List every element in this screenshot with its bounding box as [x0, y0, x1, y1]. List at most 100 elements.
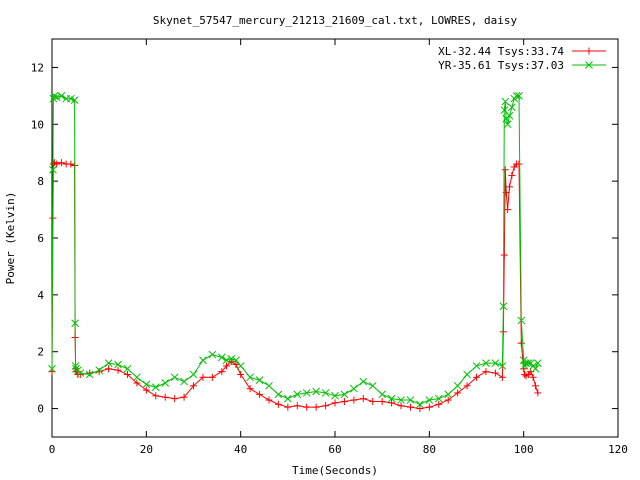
- series-2-point: [222, 356, 231, 365]
- series-1-point: [114, 366, 122, 374]
- x-axis-label: Time(Seconds): [292, 464, 378, 477]
- x-tick-label: 60: [328, 443, 341, 456]
- chart-title: Skynet_57547_mercury_21213_21609_cal.txt…: [153, 14, 518, 27]
- y-axis-label: Power (Kelvin): [4, 192, 17, 285]
- series-2-point: [76, 369, 85, 377]
- series-2-point: [463, 370, 471, 379]
- series-1-point: [359, 395, 367, 403]
- series-1-point: [498, 373, 506, 381]
- series-2-point: [246, 373, 254, 382]
- series-1-point: [199, 373, 207, 381]
- series-1-point: [218, 368, 226, 376]
- x-tick-label: 40: [234, 443, 247, 456]
- series-2-point: [217, 353, 226, 362]
- series-2-point: [508, 103, 516, 112]
- series-2-point: [512, 92, 521, 100]
- series-2-point: [123, 364, 132, 373]
- series-1-point: [57, 159, 65, 167]
- series-2-point: [397, 396, 405, 404]
- series-2-point: [180, 377, 188, 386]
- series-layer: [48, 92, 542, 413]
- series-2-point: [85, 370, 94, 379]
- series-2-point: [503, 120, 512, 129]
- series-1-point: [303, 403, 311, 411]
- series-2-point: [283, 394, 292, 403]
- y-tick-label: 4: [37, 289, 44, 302]
- series-2-point: [48, 364, 56, 373]
- series-1-point: [435, 400, 443, 408]
- series-1-point: [190, 382, 197, 390]
- series-2-point: [531, 364, 540, 373]
- series-1-point: [534, 389, 542, 397]
- series-1-point: [237, 370, 245, 378]
- series-1-point: [369, 397, 377, 405]
- y-axis-ticks: 0 2 4 6 8 10 12: [31, 61, 618, 416]
- series-1-point: [105, 365, 113, 373]
- series-2-point: [255, 376, 264, 384]
- x-tick-label: 0: [49, 443, 56, 456]
- series-1-point: [53, 160, 61, 168]
- series-1-point: [406, 403, 414, 411]
- series-2-point: [142, 380, 151, 389]
- series-1-point: [142, 386, 150, 394]
- x-tick-label: 20: [140, 443, 153, 456]
- legend-marker: [585, 47, 593, 55]
- series-2-point: [227, 354, 236, 363]
- series-1-point: [322, 402, 330, 410]
- y-tick-label: 8: [37, 175, 44, 188]
- series-1-point: [482, 368, 490, 376]
- series-1-point: [473, 373, 480, 381]
- series-1-point: [246, 385, 254, 393]
- series-2-point: [533, 359, 542, 367]
- series-2-point: [50, 92, 59, 100]
- series-2-point: [114, 360, 122, 369]
- series-2-point: [416, 400, 424, 409]
- series-1-point: [152, 392, 160, 400]
- series-1-point: [340, 397, 348, 405]
- series-2-point: [501, 97, 510, 106]
- series-2-point: [151, 383, 160, 392]
- y-tick-label: 10: [31, 118, 44, 131]
- y-tick-label: 12: [31, 61, 44, 74]
- series-2-point: [274, 390, 283, 399]
- series-1-point: [529, 373, 537, 381]
- series-2-point: [95, 366, 104, 375]
- legend-label: XL-32.44 Tsys:33.74: [438, 45, 564, 58]
- series-1-point: [293, 402, 301, 410]
- series-2-point: [70, 96, 79, 104]
- series-2-point: [321, 389, 330, 397]
- series-1-point: [517, 339, 525, 347]
- series-1-point: [171, 395, 179, 403]
- series-line-2: [51, 95, 539, 405]
- y-tick-label: 2: [37, 346, 44, 359]
- x-tick-label: 80: [423, 443, 436, 456]
- series-2-point: [57, 92, 66, 100]
- series-1-point: [531, 382, 539, 390]
- series-1-point: [208, 373, 216, 381]
- series-1-point: [515, 160, 523, 168]
- series-2-point: [498, 362, 507, 370]
- series-2-point: [104, 359, 113, 367]
- series-2-point: [524, 359, 533, 367]
- series-1-point: [123, 370, 131, 378]
- series-1-point: [265, 396, 273, 404]
- series-2-point: [515, 92, 523, 100]
- series-2-point: [71, 362, 80, 370]
- series-2-point: [189, 370, 198, 379]
- series-2-point: [453, 381, 462, 390]
- series-2-point: [208, 350, 217, 359]
- series-1-point: [378, 397, 386, 405]
- series-1-point: [388, 399, 396, 407]
- series-2-point: [133, 373, 141, 382]
- series-2-point: [359, 377, 368, 386]
- y-tick-label: 0: [37, 403, 44, 416]
- series-1-point: [133, 379, 141, 387]
- series-2-point: [499, 302, 508, 311]
- series-2-point: [378, 390, 387, 399]
- series-2-point: [199, 356, 207, 365]
- series-1-point: [444, 396, 452, 404]
- series-1-point: [223, 362, 231, 370]
